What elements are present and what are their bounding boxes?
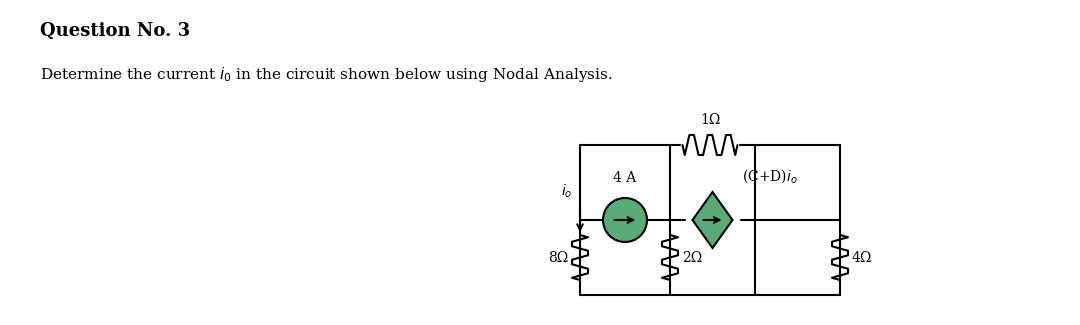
Polygon shape [692, 192, 732, 248]
Ellipse shape [603, 198, 647, 242]
Text: 2Ω: 2Ω [681, 251, 702, 265]
Text: 4 A: 4 A [613, 171, 636, 185]
Text: Determine the current $i_0$ in the circuit shown below using Nodal Analysis.: Determine the current $i_0$ in the circu… [40, 65, 612, 84]
Text: (C+D)$i_o$: (C+D)$i_o$ [743, 167, 798, 185]
Text: 1Ω: 1Ω [700, 113, 720, 127]
Text: $i_o$: $i_o$ [561, 183, 572, 200]
Text: 8Ω: 8Ω [548, 251, 568, 265]
Text: Question No. 3: Question No. 3 [40, 22, 190, 40]
Text: 4Ω: 4Ω [852, 251, 873, 265]
